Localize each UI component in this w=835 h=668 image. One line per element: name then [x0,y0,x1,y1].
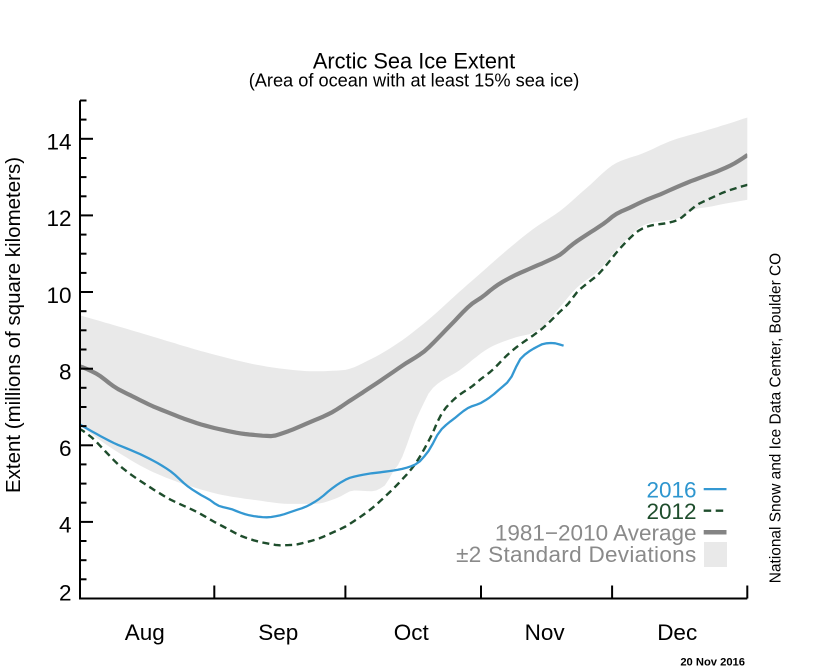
svg-text:Dec: Dec [657,620,697,645]
svg-text:±2 Standard Deviations: ±2 Standard Deviations [456,542,696,567]
svg-text:Sep: Sep [258,620,298,645]
svg-text:Oct: Oct [394,620,430,645]
svg-text:2016: 2016 [646,478,696,503]
svg-text:4: 4 [59,513,72,538]
svg-text:Arctic Sea Ice Extent: Arctic Sea Ice Extent [313,48,515,73]
svg-text:6: 6 [59,436,72,461]
svg-text:20 Nov 2016: 20 Nov 2016 [680,657,745,668]
svg-text:(Area of ocean with at least 1: (Area of ocean with at least 15% sea ice… [249,71,580,91]
svg-text:Nov: Nov [525,620,566,645]
svg-text:Extent (millions of square kil: Extent (millions of square kilometers) [2,157,25,493]
svg-text:National Snow and Ice Data Cen: National Snow and Ice Data Center, Bould… [768,253,785,583]
svg-text:14: 14 [46,130,71,155]
svg-text:10: 10 [46,283,71,308]
svg-text:8: 8 [59,360,72,385]
svg-text:12: 12 [46,206,71,231]
svg-text:Aug: Aug [125,620,165,645]
svg-text:1981−2010 Average: 1981−2010 Average [495,521,697,546]
svg-text:2: 2 [59,581,72,606]
svg-text:2012: 2012 [646,499,696,524]
